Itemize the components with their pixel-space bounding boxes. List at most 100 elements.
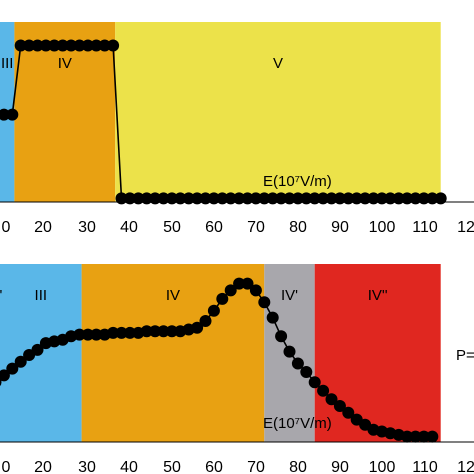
x-tick-label: 70 [247, 459, 265, 474]
region-label: IV' [281, 287, 298, 304]
data-point [300, 192, 313, 205]
data-point [90, 39, 103, 52]
data-point [0, 369, 10, 382]
data-point [275, 192, 288, 205]
x-tick-label: 80 [289, 219, 307, 236]
x-tick-label: 40 [120, 459, 138, 474]
data-point [23, 39, 36, 52]
data-point [308, 192, 321, 205]
data-point [401, 192, 414, 205]
data-point [375, 192, 388, 205]
region-band [314, 264, 441, 442]
x-tick-label: 90 [331, 219, 349, 236]
x-tick-label: 110 [412, 219, 438, 236]
bottom-x-axis-label: E(10⁷V/m) [263, 415, 332, 432]
bottom-x-tick-labels: 0 20 30 40 50 60 70 80 90 100 110 12 [2, 459, 474, 474]
data-point [207, 192, 220, 205]
data-point [350, 192, 363, 205]
data-point [165, 192, 178, 205]
data-point [73, 328, 86, 341]
data-point [342, 406, 355, 419]
x-tick-label: 100 [369, 219, 396, 236]
data-point [249, 284, 262, 297]
data-point [224, 192, 237, 205]
top-x-tick-labels: 0 20 30 40 50 60 70 80 90 100 110 12 [2, 219, 474, 236]
data-point [123, 326, 136, 339]
data-point [233, 277, 246, 290]
x-tick-label: 70 [247, 219, 265, 236]
data-point [81, 39, 94, 52]
region-band [14, 22, 116, 202]
data-point [157, 192, 170, 205]
data-point [409, 430, 422, 443]
data-point [132, 192, 145, 205]
data-point [14, 355, 27, 368]
x-tick-label: 50 [163, 459, 181, 474]
data-point [81, 328, 94, 341]
data-point [241, 192, 254, 205]
data-point [291, 357, 304, 370]
data-point [283, 192, 296, 205]
data-point [325, 192, 338, 205]
data-point [191, 321, 204, 334]
data-point [417, 192, 430, 205]
region-label: III [35, 287, 48, 304]
region-label: IV [166, 287, 180, 304]
x-tick-label: 12 [457, 219, 474, 236]
top-series-points [0, 39, 447, 205]
data-point [115, 326, 128, 339]
data-point [39, 39, 52, 52]
x-tick-label: 20 [34, 459, 52, 474]
data-point [401, 430, 414, 443]
data-point [199, 192, 212, 205]
data-point [191, 192, 204, 205]
data-point [392, 192, 405, 205]
data-point [6, 108, 19, 121]
region-band [115, 22, 441, 202]
region-label: I' [0, 287, 2, 304]
x-tick-label: 60 [205, 459, 223, 474]
x-tick-label: 20 [34, 219, 52, 236]
bottom-series-points [0, 277, 439, 443]
x-tick-label: 80 [289, 459, 307, 474]
x-tick-label: 100 [369, 459, 396, 474]
data-point [409, 192, 422, 205]
region-label: IV [58, 55, 72, 72]
data-point [98, 39, 111, 52]
data-point [149, 192, 162, 205]
data-point [266, 311, 279, 324]
data-point [283, 345, 296, 358]
data-point [317, 384, 330, 397]
x-tick-label: 50 [163, 219, 181, 236]
data-point [140, 192, 153, 205]
data-point [426, 430, 439, 443]
bottom-annotation-p: P= [456, 347, 474, 364]
data-point [6, 362, 19, 375]
data-point [123, 192, 136, 205]
x-tick-label: 0 [2, 459, 11, 474]
x-tick-label: 0 [2, 219, 11, 236]
data-point [417, 430, 430, 443]
region-label: V [273, 55, 283, 72]
data-point [165, 325, 178, 338]
data-point [107, 39, 120, 52]
data-point [367, 192, 380, 205]
data-point [333, 192, 346, 205]
data-point [275, 330, 288, 343]
data-point [56, 39, 69, 52]
data-point [107, 326, 120, 339]
data-point [157, 325, 170, 338]
data-point [333, 400, 346, 412]
data-point [182, 192, 195, 205]
data-point [224, 284, 237, 297]
data-point [258, 192, 271, 205]
x-tick-label: 90 [331, 459, 349, 474]
x-tick-label: 60 [205, 219, 223, 236]
data-point [199, 315, 212, 327]
data-point [300, 366, 313, 378]
data-point [149, 325, 162, 338]
x-tick-label: 30 [78, 219, 96, 236]
